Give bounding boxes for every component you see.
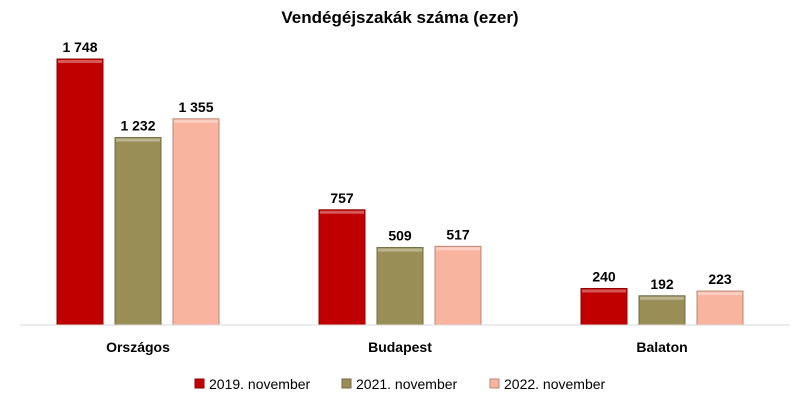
bar-highlight-1-3 (582, 289, 626, 293)
bars-group (56, 58, 744, 326)
data-label-2-1: 1 232 (120, 118, 155, 134)
data-label-3-2: 517 (446, 226, 470, 242)
data-label-1-3: 240 (592, 268, 616, 284)
bar-1-1 (56, 58, 104, 326)
bar-highlight-2-3 (640, 296, 684, 300)
data-label-2-2: 509 (388, 228, 412, 244)
legend-swatch-2 (341, 378, 352, 389)
data-label-3-1: 1 355 (178, 99, 213, 115)
legend-label-3: 2022. november (504, 376, 606, 392)
bar-3-2 (434, 245, 482, 326)
bar-highlight-2-2 (378, 248, 422, 252)
data-label-1-1: 1 748 (62, 39, 97, 55)
category-label-1: Országos (106, 339, 170, 355)
bar-2-2 (376, 247, 424, 326)
bar-1-3 (580, 287, 628, 326)
category-label-2: Budapest (368, 339, 432, 355)
bar-highlight-1-1 (58, 60, 102, 63)
chart-title: Vendégéjszakák száma (ezer) (281, 8, 518, 27)
bar-highlight-3-3 (698, 292, 742, 296)
bar-3-3 (696, 290, 744, 326)
bar-3-1 (172, 118, 220, 326)
bar-highlight-2-1 (116, 138, 160, 142)
legend-swatch-3 (489, 378, 500, 389)
data-label-1-2: 757 (330, 190, 354, 206)
data-labels-group: 1 748 1 232 1 355 757 509 517 240 192 223 (62, 39, 731, 292)
legend-swatch-1 (194, 378, 205, 389)
bar-highlight-1-2 (320, 210, 364, 214)
bar-highlight-3-2 (436, 247, 480, 251)
legend: 2019. november 2021. november 2022. novemb… (194, 376, 606, 392)
legend-label-1: 2019. november (209, 376, 311, 392)
bar-highlight-3-1 (174, 119, 218, 123)
data-label-3-3: 223 (708, 271, 732, 287)
legend-label-2: 2021. november (356, 376, 458, 392)
category-label-3: Balaton (636, 339, 687, 355)
bar-2-1 (114, 137, 162, 326)
category-labels-group: Országos Budapest Balaton (106, 339, 688, 355)
data-label-2-3: 192 (650, 276, 674, 292)
bar-2-3 (638, 295, 686, 326)
bar-1-2 (318, 209, 366, 326)
